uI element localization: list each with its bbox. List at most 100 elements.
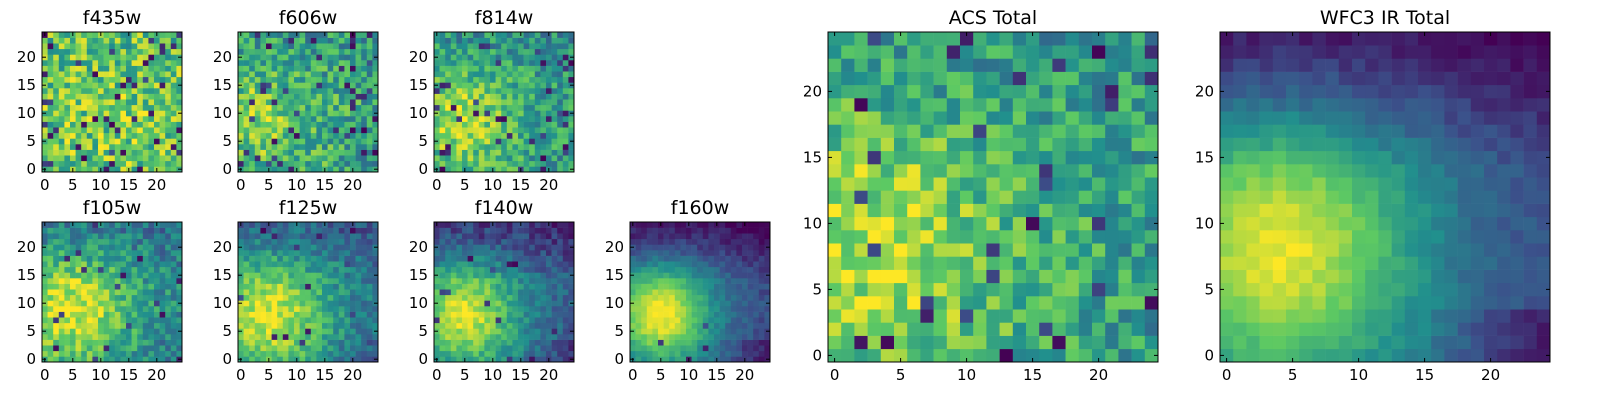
heatmap-cell — [534, 99, 541, 106]
heatmap-cell — [478, 54, 485, 61]
heatmap-cell — [546, 138, 552, 145]
heatmap-cell — [120, 350, 127, 357]
heatmap-cell — [294, 132, 300, 139]
heatmap-cell — [114, 261, 121, 268]
heatmap-cell — [271, 227, 278, 234]
heatmap-cell — [70, 272, 76, 279]
y-tick-label: 0 — [418, 350, 428, 368]
heatmap-cell — [540, 255, 547, 262]
heatmap-cell — [546, 110, 552, 117]
heatmap-cell — [294, 278, 300, 284]
heatmap-cell — [630, 266, 636, 273]
heatmap-cell — [680, 238, 687, 245]
heatmap-cell — [159, 116, 166, 122]
heatmap-cell — [92, 37, 99, 44]
heatmap-cell — [562, 65, 569, 72]
heatmap-cell — [490, 289, 496, 296]
heatmap-cell — [529, 356, 536, 363]
heatmap-cell — [294, 110, 300, 117]
heatmap-cell — [562, 144, 569, 150]
heatmap-cell — [137, 272, 144, 279]
heatmap-cell — [719, 289, 726, 296]
heatmap-cell — [299, 339, 306, 346]
heatmap-cell — [456, 306, 463, 312]
heatmap-cell — [691, 328, 698, 335]
heatmap-cell — [355, 104, 362, 111]
heatmap-cell — [338, 328, 345, 335]
heatmap-cell — [478, 65, 485, 72]
heatmap-cell — [372, 266, 379, 273]
heatmap-cell — [170, 54, 177, 61]
heatmap-cell — [249, 322, 256, 329]
heatmap-cell — [70, 311, 76, 318]
heatmap-cell — [445, 99, 452, 106]
heatmap-cell — [462, 37, 468, 44]
heatmap-cell — [148, 328, 155, 335]
heatmap-cell — [674, 350, 681, 357]
heatmap-cell — [254, 250, 261, 256]
heatmap-cell — [338, 71, 345, 78]
heatmap-cell — [557, 93, 564, 100]
heatmap-cell — [243, 317, 250, 324]
heatmap-cell — [70, 88, 76, 94]
heatmap-cell — [344, 356, 351, 363]
heatmap-cell — [372, 121, 379, 128]
heatmap-cell — [176, 65, 183, 72]
heatmap-cell — [305, 294, 312, 301]
heatmap-cell — [310, 261, 317, 268]
heatmap-cell — [58, 37, 65, 44]
heatmap-cell — [366, 138, 373, 145]
heatmap-cell — [495, 144, 502, 150]
heatmap-cell — [64, 99, 71, 106]
heatmap-cell — [64, 283, 71, 290]
heatmap-cell — [366, 334, 373, 340]
y-tick-label: 0 — [222, 160, 232, 178]
heatmap-cell — [154, 300, 160, 307]
heatmap-cell — [159, 350, 166, 357]
heatmap-cell — [299, 104, 306, 111]
heatmap-cell — [669, 244, 676, 251]
heatmap-cell — [473, 350, 480, 357]
heatmap-cell — [266, 37, 272, 44]
heatmap-cell — [1078, 348, 1093, 363]
heatmap-cell — [562, 110, 569, 117]
heatmap-cell — [473, 60, 480, 66]
heatmap-cell — [131, 278, 138, 284]
heatmap-cell — [154, 289, 160, 296]
heatmap-cell — [867, 296, 882, 310]
heatmap-cell — [686, 238, 692, 245]
heatmap-cell — [686, 266, 692, 273]
heatmap-cell — [316, 37, 323, 44]
heatmap-cell — [641, 283, 648, 290]
heatmap-cell — [159, 71, 166, 78]
heatmap-cell — [501, 255, 508, 262]
heatmap-cell — [165, 266, 172, 273]
heatmap-cell — [478, 155, 485, 162]
heatmap-cell — [753, 356, 760, 363]
heatmap-cell — [344, 71, 351, 78]
heatmap-cell — [47, 32, 54, 38]
heatmap-cell — [1012, 216, 1027, 231]
heatmap-cell — [562, 328, 569, 335]
heatmap-cell — [355, 99, 362, 106]
heatmap-cell — [350, 328, 356, 335]
heatmap-cell — [109, 278, 116, 284]
heatmap-cell — [434, 121, 440, 128]
heatmap-cell — [747, 272, 754, 279]
heatmap-cell — [557, 37, 564, 44]
heatmap-cell — [674, 289, 681, 296]
heatmap-cell — [366, 160, 373, 167]
x-tick-label: 20 — [147, 176, 166, 194]
heatmap-cell — [462, 43, 468, 50]
heatmap-cell — [126, 99, 132, 106]
heatmap-cell — [742, 350, 748, 357]
heatmap-cell — [534, 272, 541, 279]
heatmap-cell — [120, 328, 127, 335]
heatmap-cell — [518, 250, 524, 256]
heatmap-cell — [736, 261, 743, 268]
panel-title: f435w — [83, 7, 142, 29]
heatmap-cell — [361, 99, 368, 106]
heatmap-cell — [355, 144, 362, 150]
heatmap-cell — [669, 317, 676, 324]
